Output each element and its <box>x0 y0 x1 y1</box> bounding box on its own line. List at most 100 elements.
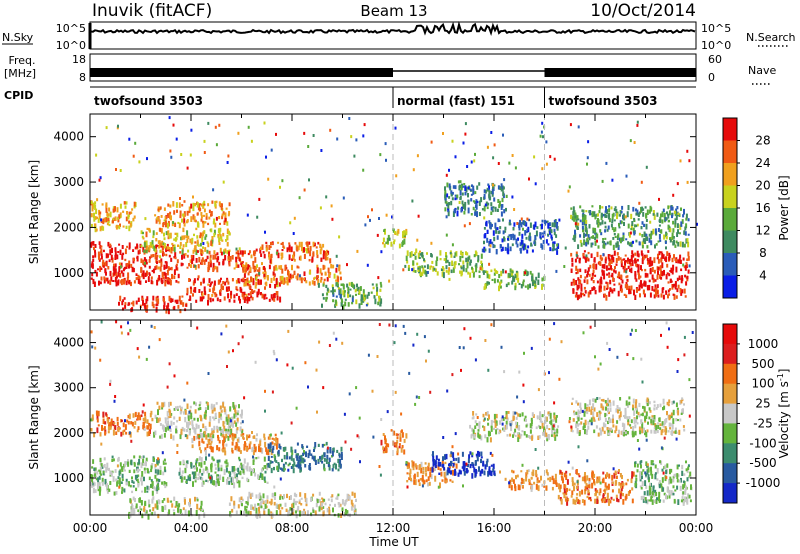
data-cell <box>623 431 625 437</box>
data-cell <box>480 260 483 264</box>
data-cell <box>575 469 578 475</box>
data-cell <box>606 228 609 232</box>
data-cell <box>110 471 113 477</box>
data-cell <box>170 433 173 439</box>
data-cell <box>231 441 234 446</box>
data-cell <box>239 286 242 292</box>
data-cell <box>574 229 576 235</box>
data-cell <box>147 499 150 505</box>
data-cell <box>155 478 158 482</box>
data-cell <box>288 496 291 500</box>
data-cell <box>618 429 620 435</box>
data-cell <box>106 277 109 282</box>
data-cell <box>286 280 289 286</box>
data-cell <box>268 449 271 453</box>
data-cell <box>360 294 363 300</box>
colorbar-swatch <box>723 185 737 209</box>
data-cell <box>223 296 226 301</box>
data-cell <box>160 215 163 218</box>
data-cell <box>263 266 266 271</box>
data-cell <box>372 286 375 290</box>
data-cell <box>296 275 299 281</box>
data-cell <box>142 246 145 253</box>
data-cell <box>132 300 135 307</box>
data-speck <box>404 264 407 268</box>
data-cell <box>660 229 663 234</box>
data-cell <box>146 419 149 424</box>
data-cell <box>541 284 543 290</box>
data-cell <box>634 430 637 436</box>
data-cell <box>490 211 493 215</box>
data-cell <box>641 427 644 434</box>
data-cell <box>619 214 621 217</box>
data-cell <box>261 448 264 454</box>
data-cell <box>470 213 473 216</box>
data-cell <box>604 221 607 225</box>
data-cell <box>91 466 94 469</box>
data-cell <box>638 273 640 280</box>
data-cell <box>106 417 109 420</box>
data-cell <box>572 211 575 216</box>
data-cell <box>547 233 549 236</box>
data-cell <box>131 480 134 483</box>
data-cell <box>383 229 386 232</box>
data-cell <box>317 461 320 464</box>
data-cell <box>490 464 493 467</box>
data-cell <box>114 469 117 473</box>
data-cell <box>627 420 630 426</box>
data-cell <box>573 280 576 286</box>
data-cell <box>201 508 204 511</box>
data-cell <box>214 200 217 207</box>
data-cell <box>95 478 98 481</box>
data-cell <box>317 275 319 279</box>
data-cell <box>657 253 659 258</box>
data-cell <box>158 219 161 225</box>
data-cell <box>141 410 144 414</box>
data-cell <box>171 298 174 302</box>
data-speck <box>426 271 429 274</box>
data-cell <box>157 513 160 519</box>
data-cell <box>228 232 231 236</box>
data-cell <box>194 477 197 481</box>
data-cell <box>373 295 376 299</box>
data-cell <box>529 236 532 242</box>
data-cell <box>379 304 382 307</box>
data-cell <box>462 185 465 188</box>
data-speck <box>516 222 519 225</box>
data-cell <box>243 458 246 464</box>
data-cell <box>583 219 586 226</box>
data-cell <box>645 233 648 237</box>
data-cell <box>475 251 478 257</box>
data-cell <box>645 219 648 222</box>
data-cell <box>686 238 689 243</box>
data-cell <box>231 508 234 513</box>
data-cell <box>231 417 234 423</box>
data-cell <box>640 419 643 422</box>
data-cell <box>583 411 586 417</box>
data-cell <box>90 474 93 479</box>
data-cell <box>344 512 347 516</box>
data-speck <box>585 254 588 258</box>
data-cell <box>602 270 605 275</box>
data-cell <box>451 191 454 195</box>
data-cell <box>300 503 303 506</box>
data-cell <box>209 297 212 303</box>
data-cell <box>624 284 627 289</box>
data-cell <box>583 232 585 239</box>
data-cell <box>262 251 265 254</box>
data-cell <box>326 292 329 296</box>
data-cell <box>146 490 149 493</box>
data-cell <box>240 278 243 282</box>
data-cell <box>128 264 130 269</box>
data-cell <box>163 498 166 501</box>
data-cell <box>441 460 444 465</box>
data-cell <box>504 230 507 233</box>
data-cell <box>224 255 227 261</box>
data-speck <box>170 155 173 159</box>
data-cell <box>190 254 193 259</box>
data-cell <box>273 442 276 446</box>
data-cell <box>230 290 233 296</box>
data-cell <box>655 287 658 292</box>
sparse-echoes <box>95 116 698 284</box>
data-cell <box>288 456 291 460</box>
